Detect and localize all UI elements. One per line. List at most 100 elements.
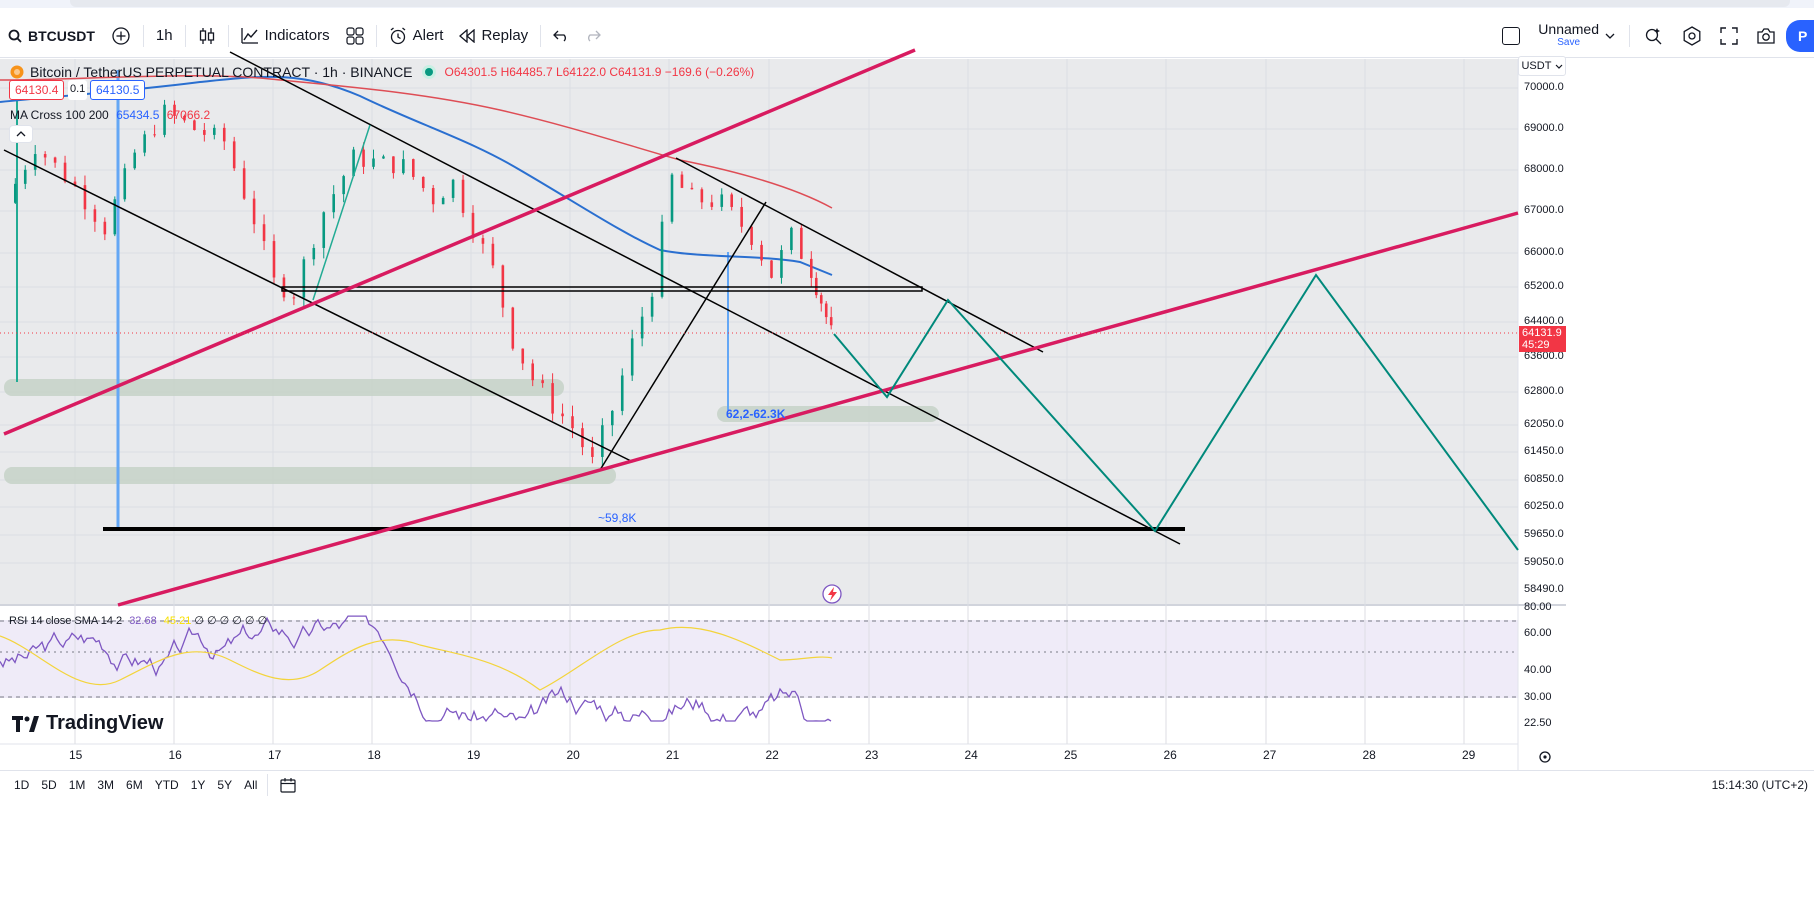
candle-body[interactable] [382,156,385,159]
rally-line[interactable] [599,201,767,471]
candle-body[interactable] [14,183,17,203]
candle-body[interactable] [73,181,77,186]
symbol-search-button[interactable]: BTCUSDT [0,20,103,52]
fullscreen-button[interactable] [1712,20,1746,52]
candle-body[interactable] [601,425,604,457]
candle-body[interactable] [740,206,743,227]
candle-body[interactable] [352,149,355,177]
range-button-1d[interactable]: 1D [14,778,30,792]
candle-body[interactable] [93,209,97,222]
currency-selector[interactable]: USDT [1518,56,1566,76]
candle-body[interactable] [392,156,395,174]
candle-body[interactable] [183,115,186,121]
zone-annotation[interactable]: 62,2-62.3K [726,407,786,421]
rsi-legend[interactable]: RSI 14 close SMA 14 2 32.68 45.21 ∅ ∅ ∅ … [9,614,267,627]
clock[interactable]: 15:14:30 (UTC+2) [1711,778,1808,792]
candle-body[interactable] [700,189,704,203]
templates-button[interactable] [338,20,372,52]
collapse-legend-button[interactable] [9,125,33,143]
candle-body[interactable] [770,260,773,278]
user-avatar-button[interactable]: P [1786,20,1814,52]
candle-body[interactable] [824,303,828,318]
candle-body[interactable] [402,159,405,174]
indicators-button[interactable]: Indicators [233,20,338,52]
rsi-sma-line[interactable] [0,626,833,691]
support-zone-upper[interactable] [4,379,564,396]
candle-body[interactable] [810,258,813,278]
range-button-5d[interactable]: 5D [41,778,57,792]
candle-body[interactable] [242,168,246,199]
candle-body[interactable] [720,194,724,207]
target-annotation[interactable]: ~59,8K [598,511,637,525]
alert-button[interactable]: Alert [381,20,452,52]
candle-body[interactable] [611,410,614,426]
range-button-1y[interactable]: 1Y [190,778,206,792]
candle-body[interactable] [213,127,216,135]
candle-body[interactable] [750,226,753,245]
range-button-5y[interactable]: 5Y [217,778,233,792]
redo-button[interactable] [577,20,609,52]
candle-body[interactable] [800,227,803,259]
undo-button[interactable] [545,20,577,52]
candle-body[interactable] [412,159,415,177]
quick-search-button[interactable] [1636,20,1672,52]
candle-body[interactable] [43,154,47,158]
channel-upper-line[interactable] [229,51,1181,545]
candle-body[interactable] [123,168,127,200]
candle-body[interactable] [819,295,823,304]
candle-body[interactable] [312,247,316,260]
candle-body[interactable] [730,194,733,207]
candle-body[interactable] [23,169,27,184]
symbol-legend[interactable]: Bitcoin / TetherUS PERPETUAL CONTRACT · … [10,64,754,80]
candle-body[interactable] [541,380,544,384]
goto-date-button[interactable] [272,769,304,801]
candle-body[interactable] [302,259,306,298]
channel-lower-line[interactable] [3,149,634,463]
candle-body[interactable] [252,198,256,225]
candle-body[interactable] [571,416,574,429]
candle-body[interactable] [561,413,564,417]
candle-body[interactable] [133,152,136,169]
candle-body[interactable] [760,244,763,261]
chart-canvas[interactable] [0,0,1814,800]
snapshot-button[interactable] [1748,20,1784,52]
candle-body[interactable] [471,212,475,239]
buy-price-button[interactable]: 64130.5 [90,80,146,100]
candle-body[interactable] [33,154,37,170]
candle-body[interactable] [511,307,515,349]
range-button-3m[interactable]: 3M [97,778,115,792]
candle-body[interactable] [620,375,624,411]
range-button-6m[interactable]: 6M [126,778,143,792]
candle-body[interactable] [431,188,435,205]
candle-body[interactable] [710,202,714,207]
candle-body[interactable] [421,176,425,189]
axis-settings-icon[interactable] [1539,751,1551,763]
range-button-all[interactable]: All [244,778,258,792]
candle-body[interactable] [660,221,664,297]
range-button-ytd[interactable]: YTD [154,778,179,792]
candle-body[interactable] [630,338,634,376]
candle-body[interactable] [173,104,176,116]
green-rally-line[interactable] [312,124,371,301]
wedge-upper-line[interactable] [675,157,1044,353]
candle-body[interactable] [83,185,87,210]
candle-body[interactable] [591,447,594,457]
candle-body[interactable] [53,157,57,163]
support-zone-lower[interactable] [4,467,616,484]
candle-body[interactable] [551,383,554,414]
candle-body[interactable] [790,227,793,251]
compare-button[interactable] [103,20,139,52]
range-button-1m[interactable]: 1M [68,778,86,792]
layout-select-checkbox[interactable] [1494,20,1528,52]
candle-body[interactable] [491,243,495,266]
candle-body[interactable] [521,348,525,364]
candle-body[interactable] [342,176,345,195]
candle-body[interactable] [143,134,146,153]
candle-body[interactable] [780,250,783,278]
candle-body[interactable] [650,296,654,317]
candle-body[interactable] [640,316,644,339]
candle-body[interactable] [113,199,117,235]
candle-body[interactable] [680,174,684,188]
candle-body[interactable] [451,179,455,198]
interval-button[interactable]: 1h [148,20,181,52]
